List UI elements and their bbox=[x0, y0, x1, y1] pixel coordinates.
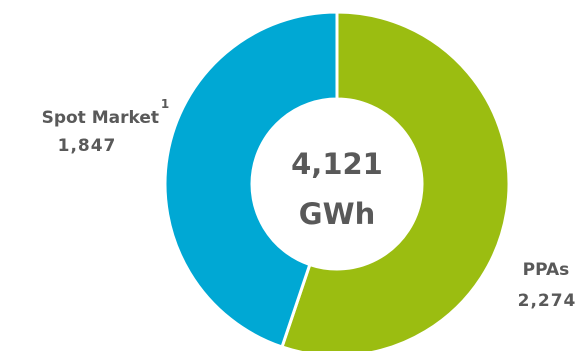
slice-label-ppas: PPAs bbox=[523, 260, 570, 280]
slice-label-spot-market: Spot Market bbox=[42, 108, 159, 128]
slice-value-ppas: 2,274 bbox=[518, 291, 577, 311]
slice-value-spot-market: 1,847 bbox=[58, 136, 117, 156]
center-total-unit: GWh bbox=[299, 197, 375, 231]
donut-slices bbox=[163, 10, 511, 351]
donut-slice-ppas bbox=[280, 10, 511, 351]
footnote-marker: 1 bbox=[161, 97, 169, 111]
center-total-value: 4,121 bbox=[291, 147, 383, 181]
donut-slice-spot-market bbox=[163, 10, 339, 349]
